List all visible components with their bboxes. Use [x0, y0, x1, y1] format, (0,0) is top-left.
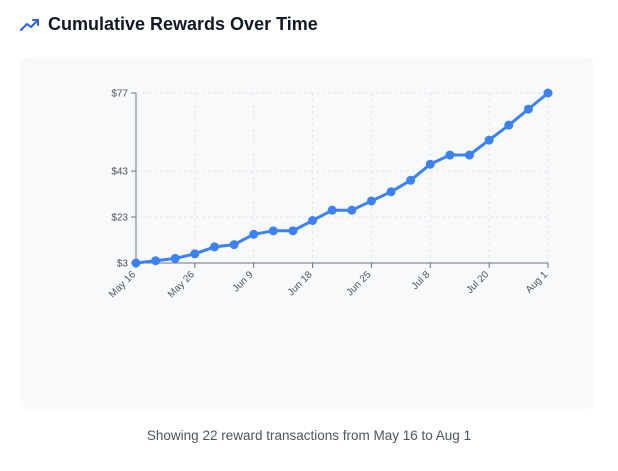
x-tick-label: Aug 1 — [524, 269, 551, 296]
data-point — [209, 242, 219, 252]
data-point — [131, 258, 141, 268]
grid-lines — [136, 92, 549, 263]
y-tick-label: $77 — [111, 89, 128, 100]
chart-panel: $3 $23 $43 $77 May 16 May 26 Jun 9 Jun 18 Jun 2… — [20, 57, 594, 409]
series-rewards — [131, 88, 553, 268]
data-point — [347, 205, 357, 215]
data-point — [190, 249, 200, 259]
chart-summary: Showing 22 reward transactions from May … — [146, 428, 472, 443]
y-tick-label: $23 — [111, 213, 128, 224]
data-point — [366, 196, 376, 206]
data-point — [523, 104, 533, 114]
axes — [131, 92, 549, 268]
x-tick-label: Jul 20 — [465, 269, 492, 296]
data-point — [406, 175, 416, 185]
trending-up-icon — [20, 18, 39, 31]
data-point — [308, 216, 318, 225]
x-tick-label: May 26 — [166, 269, 197, 300]
data-point — [288, 226, 298, 236]
x-tick-label: May 16 — [107, 269, 138, 300]
data-point — [465, 150, 475, 160]
data-point — [543, 88, 553, 98]
line-chart: $3 $23 $43 $77 May 16 May 26 Jun 9 Jun 18 Jun 2… — [107, 88, 553, 300]
data-point — [327, 205, 337, 215]
y-tick-label: $3 — [117, 259, 129, 270]
data-point — [445, 150, 455, 160]
x-tick-label: Jun 18 — [286, 269, 315, 298]
data-point — [425, 159, 435, 169]
x-tick-label: Jun 9 — [231, 269, 256, 294]
data-point — [484, 135, 494, 145]
series-line — [135, 91, 549, 265]
data-point — [151, 256, 161, 266]
data-point — [386, 187, 396, 197]
data-point — [268, 226, 278, 236]
chart-header: Cumulative Rewards Over Time — [20, 14, 318, 35]
data-point — [170, 253, 180, 263]
data-point — [504, 120, 514, 130]
y-tick-label: $43 — [111, 167, 128, 178]
data-point — [249, 229, 259, 239]
x-tick-label: Jun 25 — [345, 269, 374, 298]
y-tick-labels: $3 $23 $43 $77 — [111, 89, 128, 270]
chart-title: Cumulative Rewards Over Time — [48, 14, 318, 34]
x-tick-label: Jul 8 — [410, 269, 433, 292]
data-point — [229, 240, 239, 250]
x-tick-labels: May 16 May 26 Jun 9 Jun 18 Jun 25 Jul 8 Jul 20… — [107, 269, 550, 300]
